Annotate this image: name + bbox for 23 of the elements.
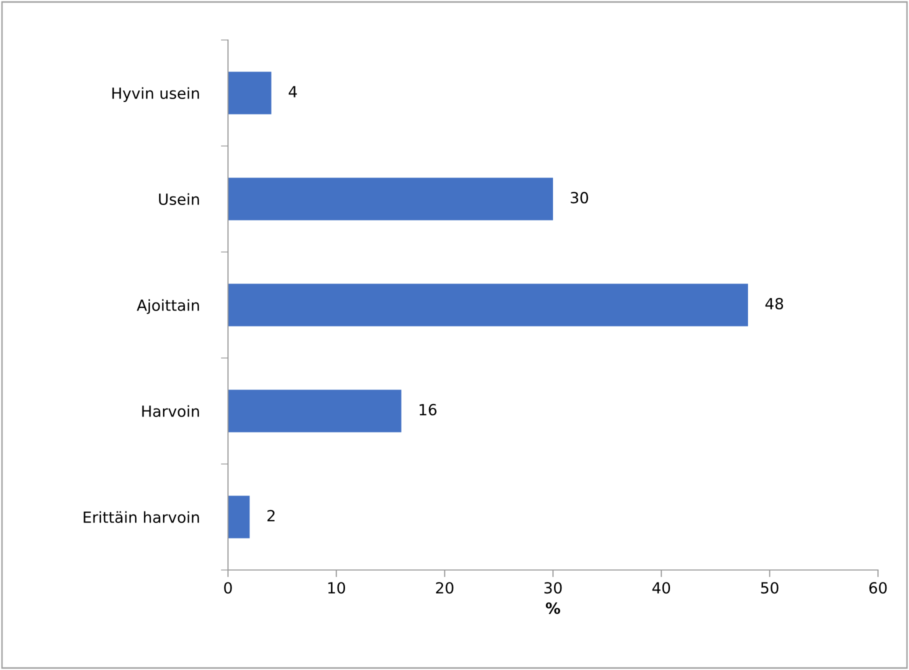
bar	[228, 284, 748, 326]
data-label: 16	[420, 404, 436, 416]
data-label: 30	[570, 192, 588, 204]
data-label: 4	[288, 86, 297, 98]
x-tick-label: 40	[652, 582, 670, 594]
x-tick-label: 30	[544, 582, 562, 594]
bar	[228, 390, 402, 432]
x-tick-label: 10	[328, 582, 346, 594]
x-axis-title: %	[546, 602, 560, 614]
data-label: 2	[267, 510, 275, 522]
x-tick-label: 50	[761, 582, 778, 594]
x-tick-label: 0	[224, 582, 232, 594]
y-tick-label: Hyvin usein	[112, 87, 199, 102]
y-tick-label: Ajoittain	[136, 299, 199, 314]
bar	[228, 178, 553, 220]
data-label: 48	[765, 298, 784, 310]
y-tick-label: Harvoin	[142, 405, 199, 418]
x-tick-label: 60	[869, 582, 887, 594]
x-tick-label: 20	[436, 582, 454, 594]
bar	[228, 72, 272, 114]
y-tick-label: Erittäin harvoin	[84, 511, 199, 524]
y-tick-label: Usein	[159, 193, 199, 206]
bar	[228, 496, 250, 538]
